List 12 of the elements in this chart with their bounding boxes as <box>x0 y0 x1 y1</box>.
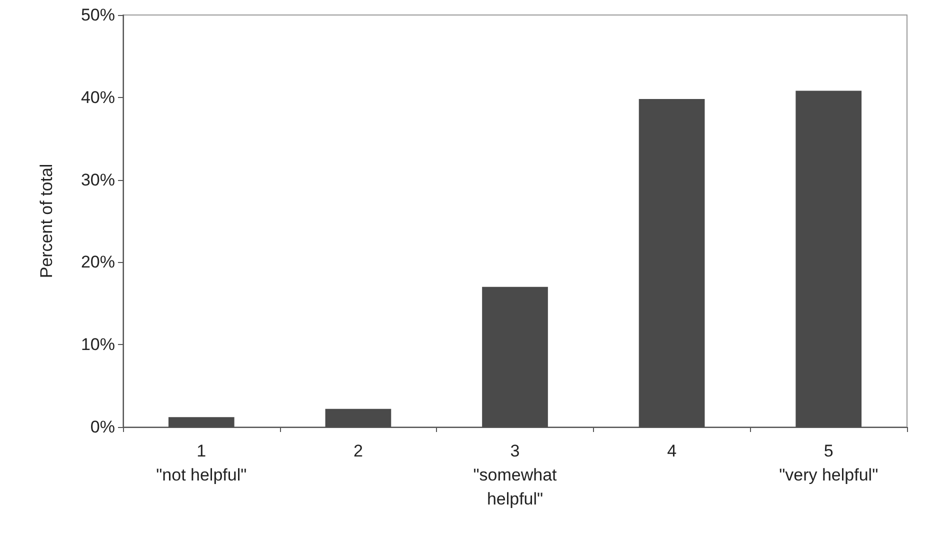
x-tick-label: 3 "somewhat helpful" <box>473 442 558 508</box>
y-tick-label: 40% <box>80 88 115 107</box>
y-axis-title: Percent of total <box>37 164 56 278</box>
y-tick-label: 10% <box>80 335 115 354</box>
y-tick-label: 20% <box>80 252 115 272</box>
y-tick-label: 0% <box>90 418 115 436</box>
x-tick-label: 2 <box>353 442 363 460</box>
y-tick-label: 30% <box>80 170 115 190</box>
y-tick-label: 50% <box>80 6 115 24</box>
x-tick-label: 5 "very helpful" <box>779 442 878 484</box>
x-tick-label: 4 <box>667 442 677 460</box>
x-tick-label: 1 "not helpful" <box>156 442 247 484</box>
